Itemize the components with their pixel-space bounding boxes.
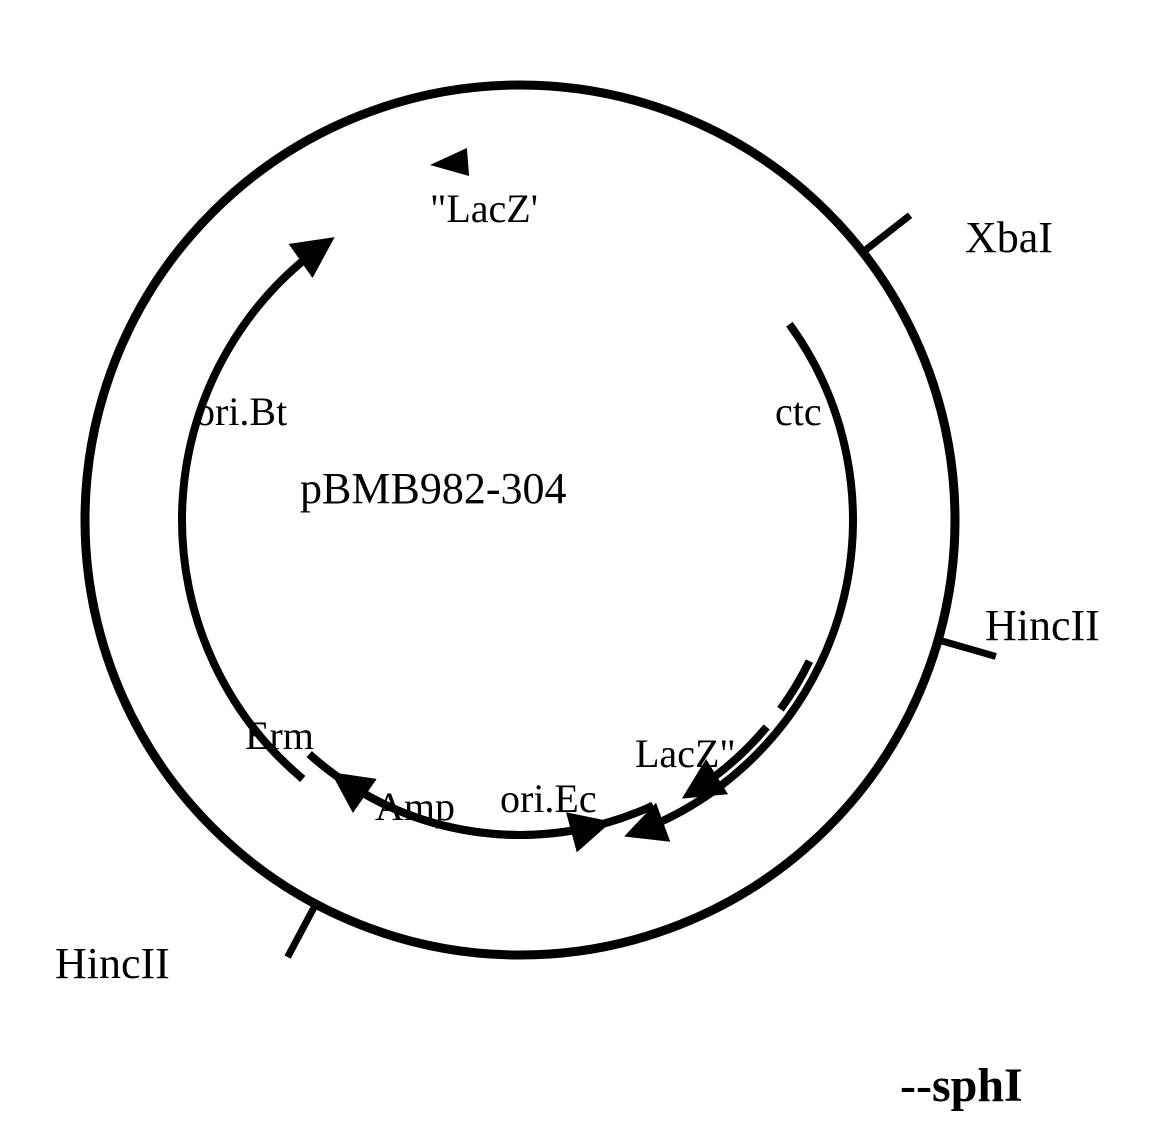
lacz1-arrowhead: [430, 148, 469, 176]
oriec-label: ori.Ec: [500, 775, 597, 822]
hincii-left-site-label: HincII: [55, 938, 170, 989]
erm-label: Erm: [245, 712, 314, 759]
sphi-site-label: --sphI: [900, 1058, 1023, 1113]
amp-label: Amp: [375, 783, 455, 830]
ctc-label: ctc: [775, 388, 822, 435]
oribt-label: ori.Bt: [195, 388, 287, 435]
xbai-tick: [863, 215, 910, 252]
lacz1-label: "LacZ': [430, 185, 538, 232]
xbai-site-label: XbaI: [965, 212, 1053, 263]
hincii-left-tick: [288, 904, 316, 957]
hincii-right-site-label: HincII: [985, 600, 1100, 651]
lacz2-label: LacZ": [635, 730, 736, 777]
plasmid-name-label: pBMB982-304: [300, 463, 566, 514]
